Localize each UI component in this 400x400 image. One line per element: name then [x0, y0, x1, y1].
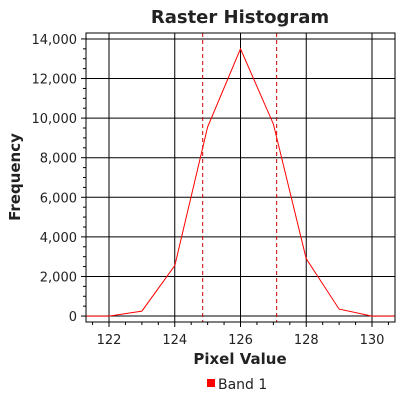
legend: Band 1 — [207, 377, 267, 393]
y-tick-label: 0 — [69, 310, 77, 325]
legend-swatch-band-1 — [207, 379, 215, 387]
y-axis-title: Frequency — [6, 133, 24, 221]
grid-lines — [86, 33, 395, 322]
y-tick-label: 12,000 — [32, 73, 78, 88]
x-tick-label: 122 — [97, 333, 122, 348]
y-tick-label: 2,000 — [40, 270, 77, 285]
y-tick-label: 4,000 — [40, 231, 77, 246]
x-tick-label: 128 — [294, 333, 319, 348]
y-tick-label: 6,000 — [40, 191, 77, 206]
legend-label-band-1: Band 1 — [218, 377, 267, 393]
y-tick-label: 10,000 — [32, 112, 78, 127]
x-axis-title: Pixel Value — [193, 350, 286, 368]
y-tick-label: 8,000 — [40, 152, 77, 167]
y-tick-label: 14,000 — [32, 33, 78, 48]
reference-lines — [203, 33, 277, 322]
x-tick-label: 124 — [162, 333, 187, 348]
x-tick-label: 130 — [360, 333, 385, 348]
y-axis-ticks: 0 2,000 4,000 6,000 8,000 10,000 12,000 14,000 — [32, 33, 87, 325]
x-tick-label: 126 — [228, 333, 253, 348]
x-axis-ticks: 122 124 126 128 130 — [93, 322, 389, 348]
chart-title: Raster Histogram — [151, 7, 329, 28]
